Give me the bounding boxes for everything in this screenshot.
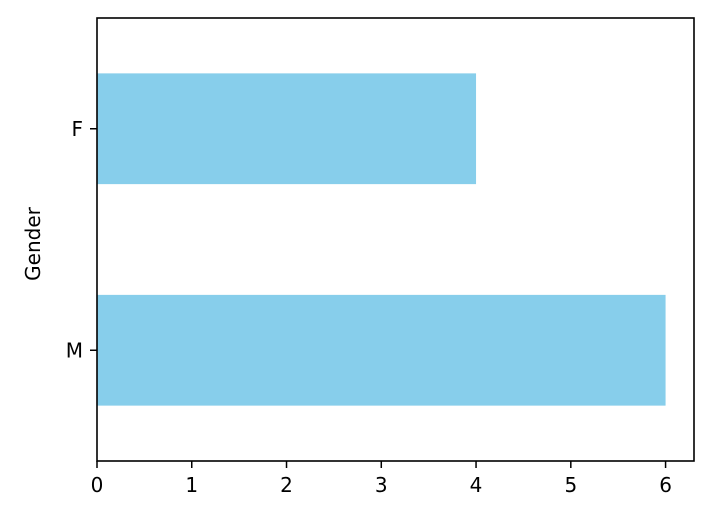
x-tick-label: 4 <box>470 473 483 497</box>
bars-layer <box>97 73 666 406</box>
x-tick-label: 3 <box>375 473 388 497</box>
bar-m <box>97 294 666 406</box>
x-tick-label: 0 <box>91 473 104 497</box>
x-tick-label: 1 <box>185 473 198 497</box>
y-tick-label: M <box>66 338 83 362</box>
x-tick-label: 2 <box>280 473 293 497</box>
y-axis: FM <box>66 117 97 362</box>
x-tick-label: 5 <box>564 473 577 497</box>
x-axis: 0 1 2 3 4 5 6 <box>91 461 672 497</box>
y-tick-label: F <box>71 117 83 141</box>
plot-frame <box>96 17 695 462</box>
y-axis-title: Gender <box>21 206 45 280</box>
bar-f <box>97 73 477 185</box>
x-tick-label: 6 <box>659 473 672 497</box>
